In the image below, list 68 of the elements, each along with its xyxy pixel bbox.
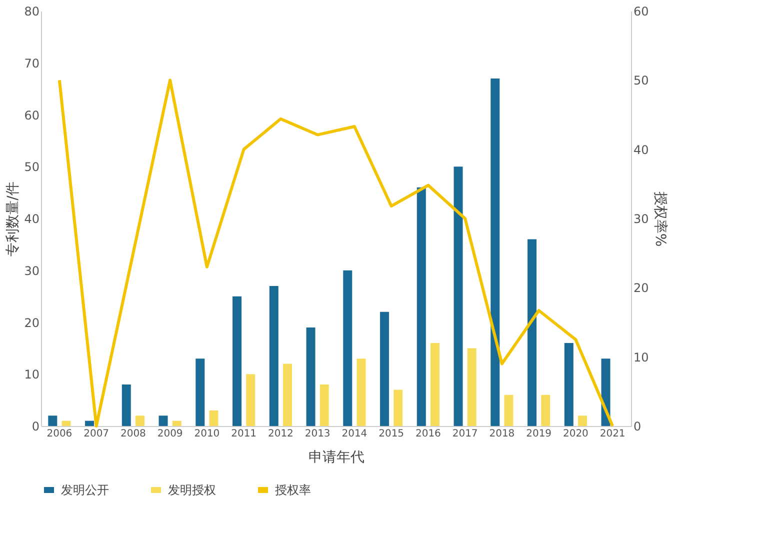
bar [578,416,587,426]
x-tick-label: 2018 [489,428,515,440]
y2-tick-label: 0 [634,420,642,434]
y-tick-label: 80 [24,4,40,18]
y-tick-label: 10 [24,368,40,382]
bar [172,420,182,426]
y2-tick-label: 30 [634,212,649,226]
y-tick-label: 70 [24,56,40,70]
x-tick-label: 2020 [562,428,588,440]
y-tick-label: 20 [24,316,40,330]
bar [541,394,550,426]
bar [394,390,403,426]
bar [430,343,440,426]
bar [122,384,131,426]
legend-label: 发明授权 [168,483,216,497]
legend-label: 授权率 [275,483,311,497]
x-tick-label: 2019 [526,428,552,440]
bar [504,394,514,426]
bar [416,187,426,426]
x-tick-label: 2015 [378,428,404,440]
bar [158,416,168,426]
line-series [58,78,614,428]
y-axis-title: 专利数量/件 [5,182,22,256]
y2-tick-label: 40 [634,142,649,157]
y2-tick-label: 50 [634,74,649,88]
bar [356,358,366,426]
x-tick-label: 2011 [231,428,257,440]
x-tick-label: 2013 [304,428,330,440]
y-tick-label: 50 [24,160,40,174]
bar [343,270,352,426]
bar [232,296,242,426]
x-tick-label: 2008 [120,428,146,440]
bar [380,312,390,426]
bar [209,410,218,426]
bar [528,239,537,426]
bar [62,420,71,426]
bar [48,416,58,426]
x-tick-label: 2021 [600,428,626,440]
x-tick-label: 2012 [268,428,294,440]
x-tick-label: 2014 [342,428,368,440]
y-tick-label: 0 [32,420,40,434]
x-axis-title: 申请年代 [308,450,364,466]
bar [306,327,316,426]
legend-label: 发明公开 [61,483,109,497]
y2-axis-title: 授权率% [652,191,668,247]
x-tick-label: 2007 [84,428,110,440]
y2-tick-label: 20 [634,281,649,296]
y-tick-label: 40 [24,212,40,226]
bar [269,286,278,426]
x-tick-label: 2010 [194,428,220,440]
y2-tick-label: 10 [634,350,649,364]
bar [282,364,292,426]
x-tick-label: 2009 [157,428,183,440]
y-tick-label: 60 [24,108,40,122]
bar [196,358,205,426]
bar [490,78,500,426]
bar [135,416,144,426]
x-tick-label: 2017 [452,428,478,440]
y2-tick-label: 60 [634,4,649,18]
bar [320,384,329,426]
x-tick-label: 2006 [46,428,72,440]
x-tick-label: 2016 [415,428,441,440]
bar [246,374,256,426]
y-tick-label: 30 [24,264,40,278]
bar [564,343,574,426]
bar [454,166,463,426]
bar [467,348,476,426]
bar [85,420,94,426]
